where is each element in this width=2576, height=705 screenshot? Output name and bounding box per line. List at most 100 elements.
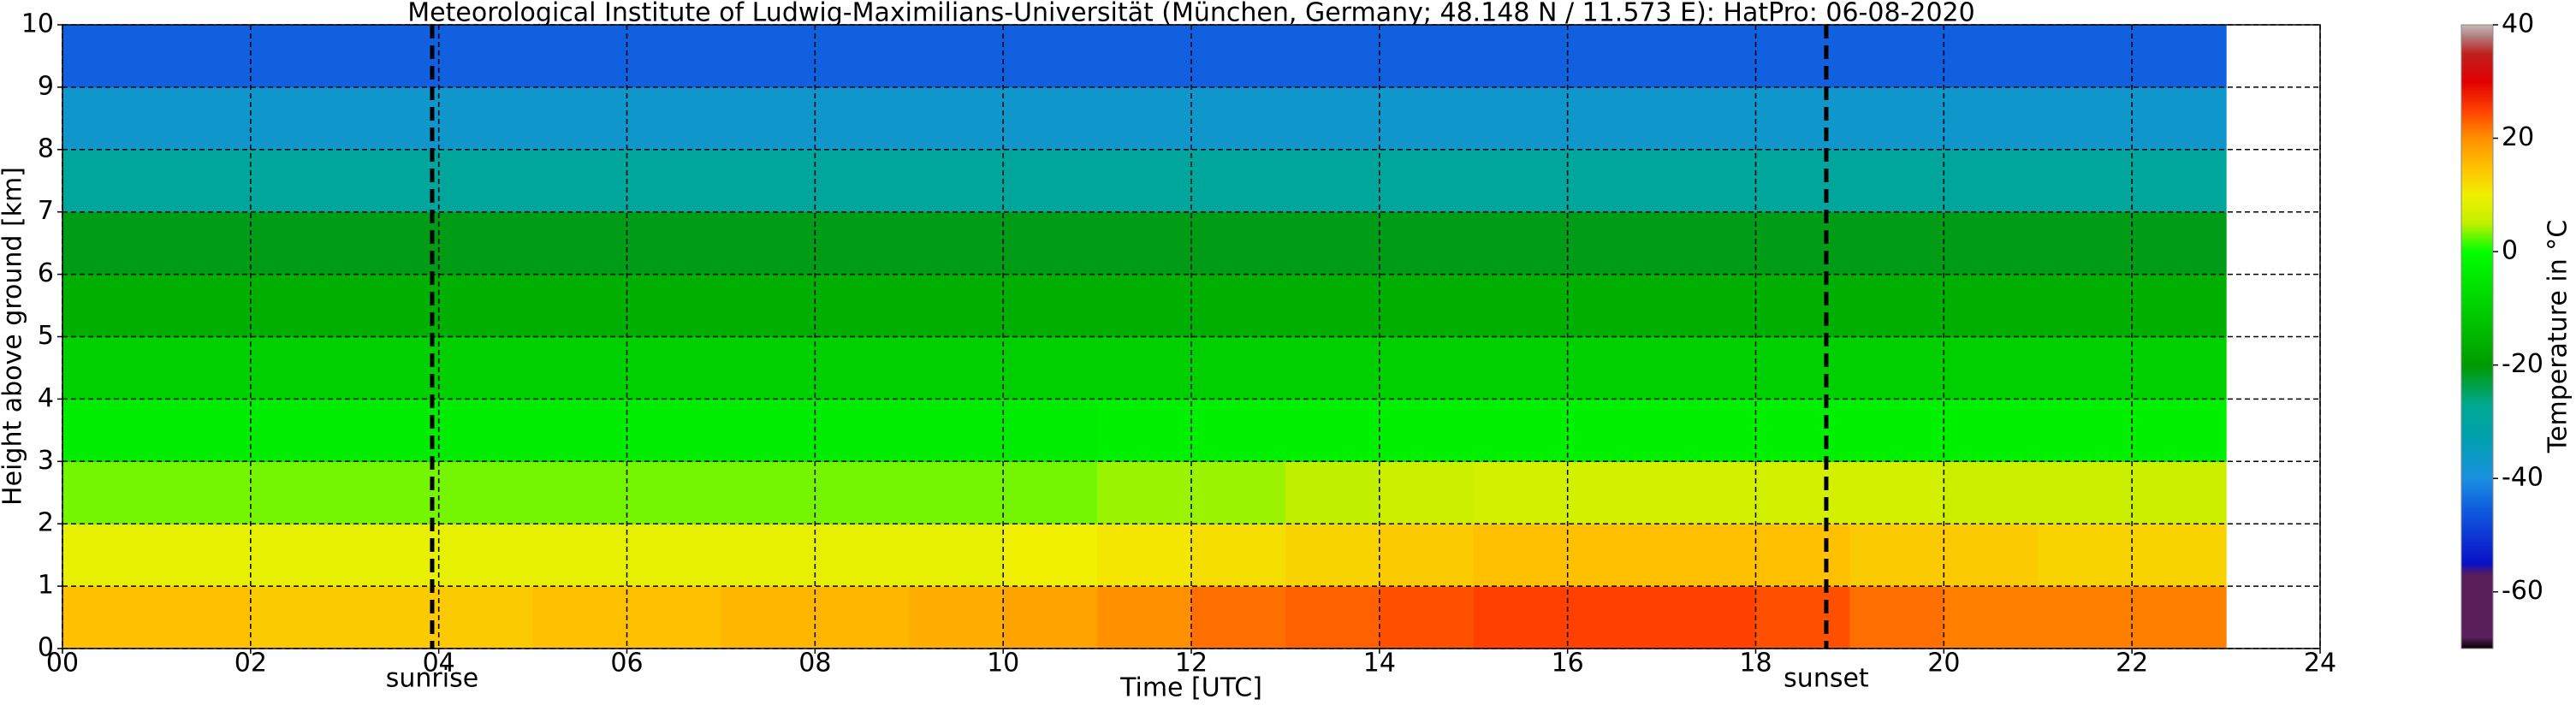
heatmap-cell — [1097, 149, 1192, 213]
heatmap-cell — [1661, 399, 1757, 462]
heatmap-cell — [1285, 399, 1380, 462]
heatmap-cell — [532, 586, 628, 649]
heatmap-cell — [1191, 211, 1286, 275]
heatmap-cell — [344, 524, 440, 587]
heatmap-cell — [1567, 336, 1663, 400]
x-tick-label: 10 — [987, 649, 1019, 678]
heatmap-cell — [721, 211, 816, 275]
heatmap-cell — [1661, 86, 1757, 151]
heatmap-cell — [532, 25, 628, 88]
heatmap-cell — [721, 25, 816, 88]
heatmap-cell — [250, 149, 346, 213]
x-tick-label: 20 — [1927, 649, 1960, 678]
colorbar-segment — [2461, 138, 2493, 168]
heatmap-cell — [156, 524, 252, 587]
heatmap-cell — [1944, 25, 2039, 88]
heatmap-cell — [1285, 25, 1380, 88]
heatmap-cell — [1944, 524, 2039, 587]
heatmap-cell — [438, 25, 534, 88]
heatmap-cell — [156, 25, 252, 88]
heatmap-cell — [1285, 274, 1380, 338]
heatmap-cell — [62, 149, 157, 213]
heatmap-cell — [250, 586, 346, 649]
heatmap-cell — [2038, 461, 2133, 524]
heatmap-cell — [909, 586, 1004, 649]
heatmap-cell — [62, 336, 157, 400]
heatmap-cell — [721, 274, 816, 338]
heatmap-cell — [721, 86, 816, 151]
heatmap-cell — [1097, 586, 1192, 649]
heatmap-cell — [1003, 461, 1098, 524]
heatmap-cell — [909, 149, 1004, 213]
heatmap-cell — [1755, 86, 1851, 151]
heatmap-cell — [344, 149, 440, 213]
heatmap-cell — [909, 211, 1004, 275]
heatmap-cell — [1097, 86, 1192, 151]
heatmap-cell — [250, 336, 346, 400]
heatmap-cell — [1003, 211, 1098, 275]
heatmap-cell — [1661, 149, 1757, 213]
heatmap-cell — [1567, 461, 1663, 524]
heatmap-cell — [909, 399, 1004, 462]
heatmap-cell — [1191, 336, 1286, 400]
heatmap-cell — [438, 586, 534, 649]
heatmap-cell — [626, 211, 722, 275]
heatmap-cell — [1849, 211, 1944, 275]
heatmap-cell — [250, 86, 346, 151]
heatmap-cell — [250, 399, 346, 462]
heatmap-cell — [156, 399, 252, 462]
heatmap-cell — [1473, 86, 1569, 151]
heatmap-cell — [156, 336, 252, 400]
heatmap-cell — [1567, 149, 1663, 213]
heatmap-cell — [1003, 524, 1098, 587]
colorbar-segment — [2461, 308, 2493, 366]
heatmap-cell — [1661, 211, 1757, 275]
heatmap-cell — [815, 586, 910, 649]
heatmap-cell — [1097, 336, 1192, 400]
heatmap-cell — [1379, 461, 1475, 524]
x-tick-label: 08 — [798, 649, 831, 678]
heatmap-cell — [909, 86, 1004, 151]
heatmap-cell — [250, 461, 346, 524]
heatmap-cell — [1473, 586, 1569, 649]
heatmap-cell — [250, 25, 346, 88]
x-tick-label: 22 — [2116, 649, 2148, 678]
heatmap-cell — [438, 274, 534, 338]
colorbar-segment — [2461, 563, 2493, 576]
heatmap-cell — [1097, 274, 1192, 338]
event-label: sunrise — [386, 664, 478, 694]
heatmap-cell — [532, 524, 628, 587]
heatmap-cell — [438, 211, 534, 275]
heatmap-cell — [2038, 336, 2133, 400]
heatmap-cell — [2132, 336, 2227, 400]
heatmap-cell — [2132, 25, 2227, 88]
heatmap-cell — [1285, 149, 1380, 213]
heatmap-cell — [1755, 274, 1851, 338]
heatmap-cell — [1473, 149, 1569, 213]
heatmap-cell — [1661, 461, 1757, 524]
heatmap-cell — [626, 586, 722, 649]
heatmap-cell — [815, 336, 910, 400]
heatmap-cell — [1661, 25, 1757, 88]
heatmap-cell — [1191, 461, 1286, 524]
heatmap-cell — [438, 149, 534, 213]
y-axis-label: Height above ground [km] — [0, 167, 28, 506]
heatmap-cell — [2038, 149, 2133, 213]
heatmap-cell — [721, 524, 816, 587]
heatmap-cell — [721, 461, 816, 524]
heatmap-cell — [62, 461, 157, 524]
colorbar-segment — [2461, 507, 2493, 565]
heatmap-cell — [344, 211, 440, 275]
heatmap-cell — [815, 86, 910, 151]
heatmap-cell — [62, 86, 157, 151]
heatmap-cell — [815, 524, 910, 587]
heatmap-cell — [1097, 25, 1192, 88]
heatmap-cell — [2132, 86, 2227, 151]
colorbar-tick-label: -20 — [2502, 349, 2543, 379]
y-tick-label: 0 — [38, 633, 54, 663]
heatmap-cell — [2038, 25, 2133, 88]
heatmap-cell — [1567, 86, 1663, 151]
heatmap-cell — [2132, 399, 2227, 462]
heatmap-cell — [1191, 586, 1286, 649]
heatmap-cell — [62, 524, 157, 587]
